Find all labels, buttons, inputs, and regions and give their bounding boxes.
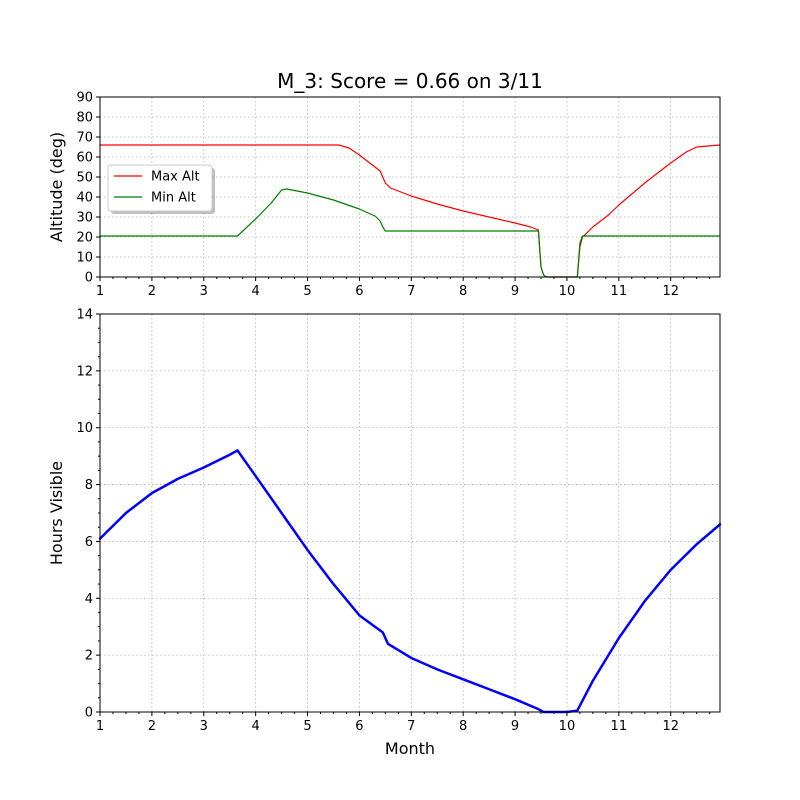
altitude-ytick-label: 10 — [76, 251, 93, 266]
hours-xtick-label: 10 — [559, 719, 576, 734]
hours-xtick-label: 4 — [252, 719, 260, 734]
altitude-xtick-label: 1 — [96, 284, 104, 299]
series-line-min-alt — [99, 188, 721, 278]
hours-ytick-label: 10 — [76, 421, 93, 436]
series-line-max-alt — [99, 144, 721, 278]
hours-xlabel: Month — [385, 739, 435, 758]
hours-xtick-label: 1 — [96, 719, 104, 734]
altitude-xtick-label: 4 — [252, 284, 260, 299]
altitude-ytick-label: 80 — [76, 111, 93, 126]
altitude-ytick-label: 90 — [76, 91, 93, 106]
hours-xtick-label: 8 — [459, 719, 467, 734]
hours-xtick-label: 3 — [200, 719, 208, 734]
altitude-ytick-label: 20 — [76, 231, 93, 246]
hours-ytick-label: 8 — [85, 478, 93, 493]
hours-xtick-label: 6 — [355, 719, 363, 734]
altitude-ytick-label: 70 — [76, 131, 93, 146]
altitude-xtick-label: 5 — [303, 284, 311, 299]
hours-ytick-label: 2 — [85, 649, 93, 664]
altitude-xtick-label: 2 — [148, 284, 156, 299]
altitude-ylabel: Altitude (deg) — [47, 132, 66, 242]
altitude-ytick-label: 40 — [76, 191, 93, 206]
altitude-ytick-label: 30 — [76, 211, 93, 226]
altitude-axes-frame — [99, 96, 721, 278]
hours-ytick-label: 12 — [76, 364, 93, 379]
altitude-xtick-label: 7 — [407, 284, 415, 299]
hours-xtick-label: 7 — [407, 719, 415, 734]
legend-label-max-alt: Max Alt — [151, 170, 200, 185]
hours-ylabel: Hours Visible — [47, 461, 66, 565]
hours-xtick-label: 12 — [662, 719, 679, 734]
altitude-xtick-label: 3 — [200, 284, 208, 299]
altitude-xtick-label: 6 — [355, 284, 363, 299]
legend: Max Alt Min Alt — [107, 164, 215, 214]
chart-title: M_3: Score = 0.66 on 3/11 — [277, 69, 543, 93]
hours-series — [98, 449, 722, 714]
hours-xtick-label: 9 — [511, 719, 519, 734]
hours-ytick-label: 14 — [76, 308, 93, 323]
hours-ytick-label: 0 — [85, 706, 93, 721]
altitude-xtick-label: 8 — [459, 284, 467, 299]
hours-ytick-label: 4 — [85, 592, 93, 607]
altitude-ytick-label: 50 — [76, 171, 93, 186]
altitude-xtick-label: 12 — [662, 284, 679, 299]
altitude-ytick-label: 60 — [76, 151, 93, 166]
legend-label-min-alt: Min Alt — [151, 191, 196, 206]
hours-xtick-label: 2 — [148, 719, 156, 734]
altitude-xtick-label: 9 — [511, 284, 519, 299]
altitude-ytick-label: 0 — [85, 271, 93, 286]
hours-ytick-label: 6 — [85, 535, 93, 550]
altitude-series — [99, 144, 721, 278]
hours-xtick-label: 5 — [303, 719, 311, 734]
altitude-xtick-label: 11 — [611, 284, 628, 299]
altitude-xtick-label: 10 — [559, 284, 576, 299]
hours-xtick-label: 11 — [611, 719, 628, 734]
series-line-hours-visible — [98, 449, 722, 714]
